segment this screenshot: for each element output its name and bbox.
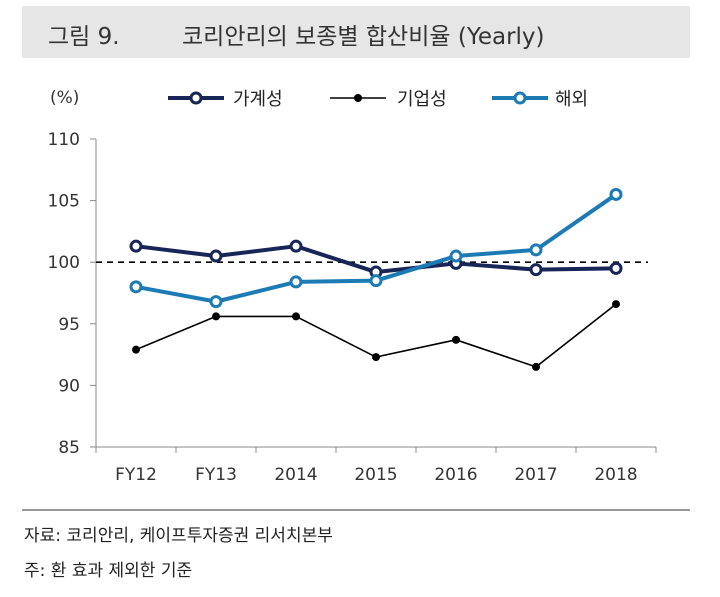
note-text: 주: 환 효과 제외한 기준 [24, 561, 193, 581]
data-point-가계성 [209, 249, 223, 263]
x-tick-label: FY13 [195, 465, 237, 485]
x-tick-label: 2018 [594, 465, 637, 485]
data-point-가계성 [609, 261, 623, 275]
data-point-해외 [369, 274, 383, 288]
data-point-기업성 [532, 362, 540, 371]
y-unit-label: (%) [50, 88, 80, 108]
y-tick-label: 85 [58, 438, 80, 458]
line-chart: 85 90 95 100 105 110 FY12 FY13 2014 2015 2016 2017 2… [48, 89, 657, 485]
data-point-기업성 [452, 335, 460, 344]
chart-title: 코리안리의 보종별 합산비율 (Yearly) [182, 24, 545, 50]
data-point-기업성 [132, 345, 140, 354]
x-tick-label: FY12 [115, 465, 157, 485]
data-point-가계성 [129, 239, 143, 253]
y-tick-label: 95 [58, 315, 80, 335]
data-point-해외 [449, 249, 463, 263]
legend-label-해외: 해외 [555, 89, 588, 110]
data-point-가계성 [289, 239, 303, 253]
figure-number: 그림 9. [48, 24, 120, 50]
legend-marker-기업성 [354, 94, 362, 102]
legend-label-가계성: 가계성 [233, 89, 283, 110]
x-tick-label: 2016 [434, 465, 477, 485]
y-tick-label: 90 [58, 376, 80, 396]
y-tick-label: 100 [48, 253, 80, 273]
data-point-기업성 [612, 300, 620, 309]
data-point-기업성 [212, 312, 220, 321]
data-point-가계성 [529, 263, 543, 277]
title-bar: 그림 9. 코리안리의 보종별 합산비율 (Yearly) [22, 6, 690, 58]
source-text: 자료: 코리안리, 케이프투자증권 리서치본부 [24, 526, 333, 546]
data-point-해외 [289, 275, 303, 289]
data-point-기업성 [372, 353, 380, 362]
data-point-해외 [609, 187, 623, 201]
legend-label-기업성: 기업성 [397, 89, 447, 110]
legend-marker-가계성 [189, 91, 203, 105]
data-point-기업성 [292, 312, 300, 321]
legend-marker-해외 [513, 91, 527, 105]
y-tick-label: 110 [48, 130, 80, 150]
x-tick-label: 2014 [274, 465, 317, 485]
x-tick-label: 2015 [354, 465, 397, 485]
x-tick-label: 2017 [514, 465, 557, 485]
bottom-divider [22, 509, 690, 511]
data-point-해외 [209, 295, 223, 309]
data-point-해외 [129, 280, 143, 294]
data-point-해외 [529, 243, 543, 257]
y-tick-label: 105 [48, 192, 80, 212]
